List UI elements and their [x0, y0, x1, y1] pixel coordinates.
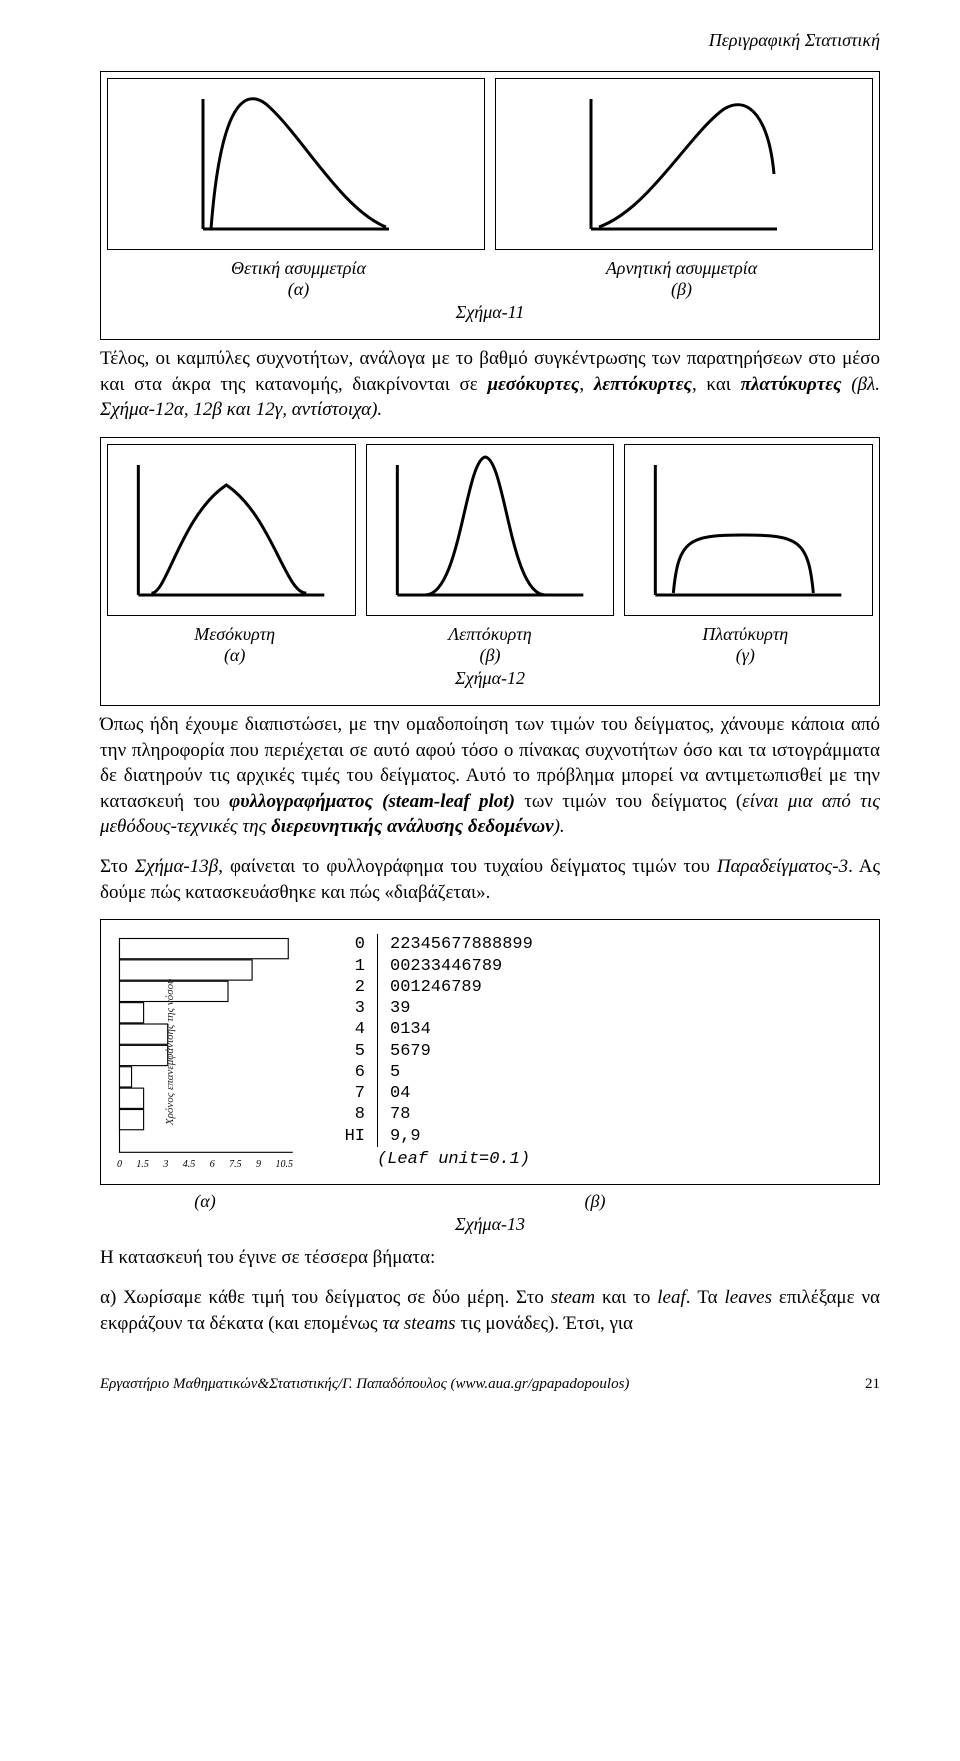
fig11-panel-b: [495, 78, 873, 250]
stemleaf-stem: 5: [325, 1041, 378, 1062]
fig13-histogram: Χρόνος επανεμφάνισης της νόσου 0 1.5 3 4.5 6…: [115, 934, 295, 1170]
stemleaf-row: 2001246789: [325, 977, 865, 998]
paragraph-1: Τέλος, οι καμπύλες συχνοτήτων, ανάλογα μ…: [100, 346, 880, 423]
stemleaf-leaves: 04: [378, 1083, 410, 1104]
stemleaf-leaves: 5679: [378, 1041, 431, 1062]
fig13-xtick: 3: [163, 1159, 168, 1170]
fig13-caption: Σχήμα-13: [100, 1214, 880, 1235]
fig13-xtick: 6: [210, 1159, 215, 1170]
stemleaf-row: 704: [325, 1083, 865, 1104]
stemleaf-stem: 8: [325, 1104, 378, 1125]
stemleaf-leaves: 78: [378, 1104, 410, 1125]
footer-text: Εργαστήριο Μαθηματικών&Στατιστικής/Γ. Πα…: [100, 1376, 629, 1393]
fig11-curve-a: [108, 79, 484, 249]
fig13-xtick: 10.5: [275, 1159, 293, 1170]
figure-12-box: Μεσόκυρτη(α) Λεπτόκυρτη(β) Πλατύκυρτη(γ)…: [100, 437, 880, 706]
figure-11-box: Θετική ασυμμετρία (α) Αρνητική ασυμμετρί…: [100, 71, 880, 340]
fig12-panel-c: [624, 444, 873, 616]
stemleaf-leaves: 001246789: [378, 977, 482, 998]
stemleaf-stem: 4: [325, 1019, 378, 1040]
fig12-panel-b: [366, 444, 615, 616]
stemleaf-stem: 1: [325, 956, 378, 977]
fig12-panel-a: [107, 444, 356, 616]
fig12-caption: Σχήμα-12: [107, 668, 873, 689]
running-header: Περιγραφική Στατιστική: [100, 30, 880, 51]
stemleaf-stem: 0: [325, 934, 378, 955]
stemleaf-row: 100233446789: [325, 956, 865, 977]
paragraph-2: Όπως ήδη έχουμε διαπιστώσει, με την ομαδ…: [100, 712, 880, 840]
stemleaf-leaves: 5: [378, 1062, 400, 1083]
stemleaf-row: 339: [325, 998, 865, 1019]
fig11-curve-b: [496, 79, 872, 249]
stemleaf-stem: 6: [325, 1062, 378, 1083]
stemleaf-leaves: 00233446789: [378, 956, 502, 977]
stemleaf-row: 40134: [325, 1019, 865, 1040]
fig12-label-c: Πλατύκυρτη(γ): [618, 624, 873, 666]
fig11-label-a: Θετική ασυμμετρία (α): [107, 258, 490, 300]
fig13-ylabel: Χρόνος επανεμφάνισης της νόσου: [164, 979, 176, 1125]
stemleaf-row: HI9,9: [325, 1126, 865, 1147]
paragraph-5: α) Χωρίσαμε κάθε τιμή του δείγματος σε δ…: [100, 1285, 880, 1336]
stemleaf-stem: 2: [325, 977, 378, 998]
paragraph-4: Η κατασκευή του έγινε σε τέσσερα βήματα:: [100, 1245, 880, 1271]
stemleaf-leaves: 22345677888899: [378, 934, 533, 955]
fig11-label-b: Αρνητική ασυμμετρία (β): [490, 258, 873, 300]
fig12-label-b: Λεπτόκυρτη(β): [362, 624, 617, 666]
fig13-stemleaf: 0223456778888991002334467892001246789339…: [325, 934, 865, 1170]
fig13-xtick: 0: [117, 1159, 122, 1170]
stemleaf-stem: 7: [325, 1083, 378, 1104]
fig12-label-a: Μεσόκυρτη(α): [107, 624, 362, 666]
stemleaf-stem: 3: [325, 998, 378, 1019]
fig13-xticks: 0 1.5 3 4.5 6 7.5 9 10.5: [115, 1159, 295, 1170]
fig13-xtick: 7.5: [229, 1159, 242, 1170]
stemleaf-leaves: 0134: [378, 1019, 431, 1040]
fig11-caption: Σχήμα-11: [107, 302, 873, 323]
figure-13-box: Χρόνος επανεμφάνισης της νόσου 0 1.5 3 4.5 6…: [100, 919, 880, 1185]
stemleaf-stem: HI: [325, 1126, 378, 1147]
fig13-xtick: 4.5: [183, 1159, 196, 1170]
paragraph-3: Στο Σχήμα-13β, φαίνεται το φυλλογράφημα …: [100, 854, 880, 905]
stemleaf-leaves: 9,9: [378, 1126, 421, 1147]
stemleaf-unit-note: (Leaf unit=0.1): [325, 1149, 865, 1170]
stemleaf-row: 878: [325, 1104, 865, 1125]
stemleaf-leaves: 39: [378, 998, 410, 1019]
fig13-xtick: 1.5: [136, 1159, 149, 1170]
fig11-panel-a: [107, 78, 485, 250]
fig13-sub-a: (α): [100, 1191, 310, 1212]
fig13-xtick: 9: [256, 1159, 261, 1170]
stemleaf-row: 022345677888899: [325, 934, 865, 955]
stemleaf-row: 55679: [325, 1041, 865, 1062]
fig13-sub-b: (β): [310, 1191, 880, 1212]
page-footer: Εργαστήριο Μαθηματικών&Στατιστικής/Γ. Πα…: [100, 1376, 880, 1393]
page-number: 21: [865, 1376, 880, 1393]
stemleaf-row: 65: [325, 1062, 865, 1083]
